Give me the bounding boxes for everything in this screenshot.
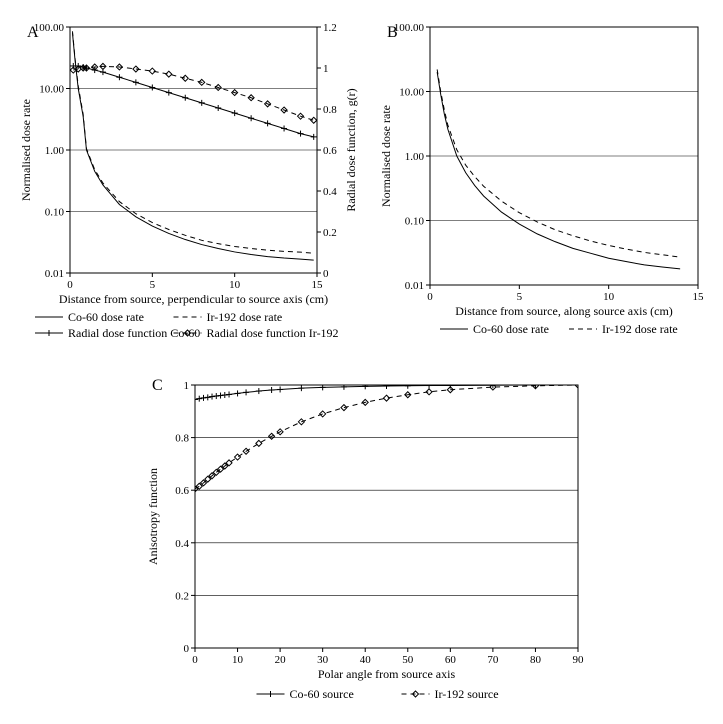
svg-text:5: 5 [150, 279, 156, 291]
svg-text:40: 40 [360, 654, 372, 666]
svg-text:0.6: 0.6 [175, 485, 189, 497]
svg-text:Co-60 dose rate: Co-60 dose rate [473, 322, 549, 336]
svg-text:0: 0 [427, 291, 433, 303]
svg-text:80: 80 [530, 654, 542, 666]
svg-text:0.2: 0.2 [323, 227, 337, 239]
svg-text:0.4: 0.4 [175, 538, 189, 550]
svg-text:10.00: 10.00 [399, 87, 424, 99]
svg-text:90: 90 [573, 654, 585, 666]
svg-text:Radial dose function Ir-192: Radial dose function Ir-192 [207, 326, 339, 340]
svg-text:Ir-192 dose rate: Ir-192 dose rate [207, 310, 283, 324]
panel-b: B0.010.101.0010.00100.00051015Distance f… [375, 15, 710, 345]
svg-text:Co-60 dose rate: Co-60 dose rate [68, 310, 144, 324]
svg-text:0.8: 0.8 [323, 104, 337, 116]
panel-c: C00.20.40.60.810102030405060708090Polar … [140, 370, 590, 710]
svg-text:0: 0 [192, 654, 198, 666]
svg-text:5: 5 [517, 291, 523, 303]
svg-text:100.00: 100.00 [394, 22, 425, 34]
svg-text:Radial dose function Co-60: Radial dose function Co-60 [68, 326, 200, 340]
svg-text:15: 15 [693, 291, 705, 303]
svg-text:100.00: 100.00 [34, 22, 65, 34]
svg-text:20: 20 [275, 654, 287, 666]
svg-text:0: 0 [184, 643, 190, 655]
svg-text:Normalised dose rate: Normalised dose rate [19, 99, 33, 201]
svg-text:0.01: 0.01 [405, 280, 424, 292]
svg-text:30: 30 [317, 654, 329, 666]
svg-text:15: 15 [312, 279, 324, 291]
svg-text:60: 60 [445, 654, 457, 666]
svg-text:Ir-192 source: Ir-192 source [435, 687, 499, 701]
svg-text:Distance from source, along so: Distance from source, along source axis … [455, 304, 673, 318]
svg-text:0.10: 0.10 [405, 216, 425, 228]
svg-text:1.00: 1.00 [45, 145, 65, 157]
svg-text:70: 70 [487, 654, 499, 666]
svg-text:10: 10 [603, 291, 615, 303]
svg-text:Radial dose function, g(r): Radial dose function, g(r) [344, 88, 358, 211]
svg-text:Normalised dose rate: Normalised dose rate [379, 105, 393, 207]
svg-text:0.4: 0.4 [323, 186, 337, 198]
svg-text:1.2: 1.2 [323, 22, 337, 34]
svg-text:0.8: 0.8 [175, 433, 189, 445]
svg-text:0.2: 0.2 [175, 590, 189, 602]
svg-text:1: 1 [323, 63, 329, 75]
svg-text:C: C [152, 377, 163, 394]
svg-text:1.00: 1.00 [405, 151, 425, 163]
svg-text:0.01: 0.01 [45, 268, 64, 280]
svg-text:0.6: 0.6 [323, 145, 337, 157]
svg-text:10.00: 10.00 [39, 84, 64, 96]
svg-text:0.10: 0.10 [45, 207, 65, 219]
svg-text:0: 0 [67, 279, 73, 291]
svg-text:50: 50 [402, 654, 414, 666]
svg-text:10: 10 [232, 654, 244, 666]
svg-text:Ir-192 dose rate: Ir-192 dose rate [602, 322, 678, 336]
svg-text:Distance from source, perpendi: Distance from source, perpendicular to s… [59, 292, 328, 306]
svg-text:Polar angle from source axis: Polar angle from source axis [318, 667, 456, 681]
figure-container: A0.010.101.0010.00100.0000.20.40.60.811.… [10, 10, 713, 714]
panel-a: A0.010.101.0010.00100.0000.20.40.60.811.… [15, 15, 365, 345]
svg-text:1: 1 [184, 380, 190, 392]
svg-text:Co-60 source: Co-60 source [290, 687, 354, 701]
svg-text:Anisotropy function: Anisotropy function [146, 468, 160, 565]
svg-text:0: 0 [323, 268, 329, 280]
svg-text:10: 10 [229, 279, 241, 291]
